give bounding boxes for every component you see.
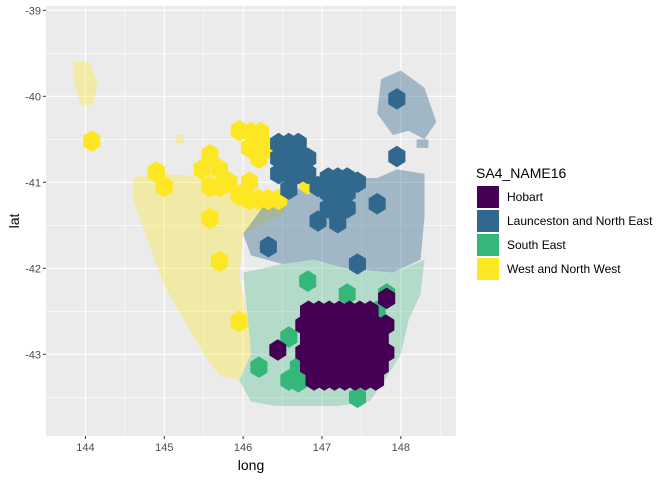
hexagon-launceston-and-north-east bbox=[280, 178, 298, 200]
x-axis-title: long bbox=[238, 457, 264, 473]
hexagon-launceston-and-north-east bbox=[388, 88, 406, 110]
legend-entries: Hobart Launceston and North East South Eas… bbox=[477, 186, 653, 280]
hexagon-west-and-north-west bbox=[147, 161, 165, 183]
y-tick-label: -41 bbox=[25, 177, 41, 189]
axis-layer: 144 145 146 147 148 -39 -40 -41 -42 -43 bbox=[25, 5, 410, 454]
hexagon-launceston-and-north-east bbox=[299, 147, 317, 169]
region-island-launceston-and-north-east bbox=[377, 70, 437, 140]
region-island-launceston-and-north-east bbox=[416, 139, 429, 148]
legend-key bbox=[477, 234, 499, 256]
legend-label: Hobart bbox=[507, 190, 544, 204]
hexagon-hobart bbox=[378, 287, 396, 310]
hexagon-west-and-north-west bbox=[193, 158, 211, 181]
legend-label: Launceston and North East bbox=[507, 214, 653, 228]
hexagon-launceston-and-north-east bbox=[309, 210, 327, 232]
hexagon-launceston-and-north-east bbox=[329, 212, 347, 234]
hexagon-south-east bbox=[299, 270, 317, 292]
legend: SA4_NAME16 Hobart Launceston and North Ea… bbox=[476, 165, 653, 280]
legend-key bbox=[477, 186, 499, 208]
region-island-west-and-north-west bbox=[73, 61, 98, 105]
region-island-west-and-north-west bbox=[176, 135, 184, 144]
hexagon-west-and-north-west bbox=[155, 175, 173, 198]
hexagon-launceston-and-north-east bbox=[259, 236, 277, 258]
hexagon-west-and-north-west bbox=[251, 121, 269, 144]
hexagon-south-east bbox=[250, 356, 268, 378]
hexagon-west-and-north-west bbox=[201, 144, 219, 166]
hexagon-hobart bbox=[367, 369, 385, 391]
hexagon-west-and-north-west bbox=[220, 171, 238, 193]
y-tick-label: -42 bbox=[25, 263, 41, 275]
hexagon-west-and-north-west bbox=[210, 250, 228, 273]
hexagon-south-east bbox=[338, 283, 356, 305]
x-tick-label: 147 bbox=[313, 442, 331, 454]
y-axis-title: lat bbox=[6, 214, 22, 229]
hexagon-west-and-north-west bbox=[83, 130, 101, 152]
hexagon-west-and-north-west bbox=[230, 310, 248, 333]
legend-key bbox=[477, 258, 499, 280]
hexagon-south-east bbox=[289, 371, 307, 393]
hexagon-west-and-north-west bbox=[201, 207, 219, 230]
hexagon-west-and-north-west bbox=[210, 158, 228, 181]
x-tick-label: 145 bbox=[155, 442, 173, 454]
hexagon-launceston-and-north-east bbox=[299, 162, 317, 185]
hexagon-west-and-north-west bbox=[201, 175, 219, 198]
legend-label: West and North West bbox=[507, 262, 621, 276]
x-tick-label: 146 bbox=[234, 442, 252, 454]
hexagon-south-east bbox=[280, 326, 298, 348]
hexagon-launceston-and-north-east bbox=[348, 253, 366, 275]
legend-key bbox=[477, 210, 499, 232]
hexagon-launceston-and-north-east bbox=[338, 181, 356, 204]
hexagon-launceston-and-north-east bbox=[388, 145, 406, 168]
hexagon-hobart bbox=[269, 339, 287, 361]
hexagon-south-east bbox=[348, 386, 366, 408]
hexagon-west-and-north-west bbox=[240, 171, 258, 193]
y-tick-label: -43 bbox=[25, 349, 41, 361]
hex-layer bbox=[83, 88, 406, 408]
x-tick-label: 148 bbox=[392, 442, 410, 454]
x-tick-label: 144 bbox=[76, 442, 94, 454]
legend-label: South East bbox=[507, 238, 566, 252]
legend-title: SA4_NAME16 bbox=[476, 165, 566, 181]
y-tick-label: -40 bbox=[25, 91, 41, 103]
hexagon-launceston-and-north-east bbox=[338, 197, 356, 219]
hexagon-launceston-and-north-east bbox=[368, 193, 386, 215]
region-west-and-north-west bbox=[132, 173, 287, 381]
hexagon-launceston-and-north-east bbox=[289, 132, 307, 155]
y-tick-label: -39 bbox=[25, 5, 41, 17]
